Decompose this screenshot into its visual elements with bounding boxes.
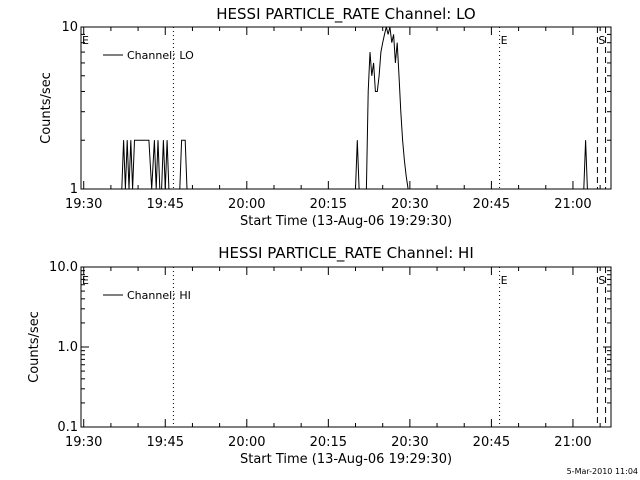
x-tick-label: 20:45 <box>473 197 510 212</box>
x-tick-label: 19:30 <box>65 435 102 450</box>
x-tick-label: 20:00 <box>228 435 265 450</box>
x-tick-label: 20:15 <box>310 197 347 212</box>
series-line <box>121 26 588 190</box>
x-tick-label: 20:00 <box>228 197 265 212</box>
x-axis-label: Start Time (13-Aug-06 19:29:30) <box>240 214 452 229</box>
y-tick-label: 10 <box>61 20 78 35</box>
y-tick-label: 10.0 <box>49 260 78 275</box>
event-marker-label: E <box>82 274 89 287</box>
x-axis-label: Start Time (13-Aug-06 19:29:30) <box>240 452 452 467</box>
chart-panel-1: HESSI PARTICLE_RATE Channel: HI 19:30 19:4… <box>27 244 612 467</box>
event-marker-label: S <box>598 274 605 287</box>
y-tick-label: 1 <box>70 182 78 197</box>
y-axis-label: Counts/sec <box>39 72 54 144</box>
x-tick-label: 20:30 <box>391 197 428 212</box>
x-tick-label: 19:45 <box>147 435 184 450</box>
x-tick-label: 19:30 <box>65 197 102 212</box>
y-tick-label: 1.0 <box>57 340 78 355</box>
x-tick-label: 20:15 <box>310 435 347 450</box>
x-tick-label: 20:45 <box>473 435 510 450</box>
event-marker-label: S <box>598 34 605 47</box>
date-stamp: 5-Mar-2010 11:04 <box>567 467 638 476</box>
chart-title: HESSI PARTICLE_RATE Channel: LO <box>216 5 475 24</box>
x-tick-label: 21:00 <box>554 435 591 450</box>
legend-entry: Channel: HI <box>127 289 191 302</box>
legend-entry: Channel: LO <box>127 49 194 62</box>
event-marker-label: E <box>82 34 89 47</box>
x-tick-label: 21:00 <box>554 197 591 212</box>
x-tick-label: 19:45 <box>147 197 184 212</box>
y-axis-label: Counts/sec <box>27 311 42 383</box>
event-marker-label: E <box>501 34 508 47</box>
event-marker-label: E <box>501 274 508 287</box>
y-tick-label: 0.1 <box>57 420 78 435</box>
x-tick-label: 20:30 <box>391 435 428 450</box>
chart-title: HESSI PARTICLE_RATE Channel: HI <box>218 244 474 263</box>
chart-panel-0: HESSI PARTICLE_RATE Channel: LO 19:30 19:4… <box>39 5 612 229</box>
